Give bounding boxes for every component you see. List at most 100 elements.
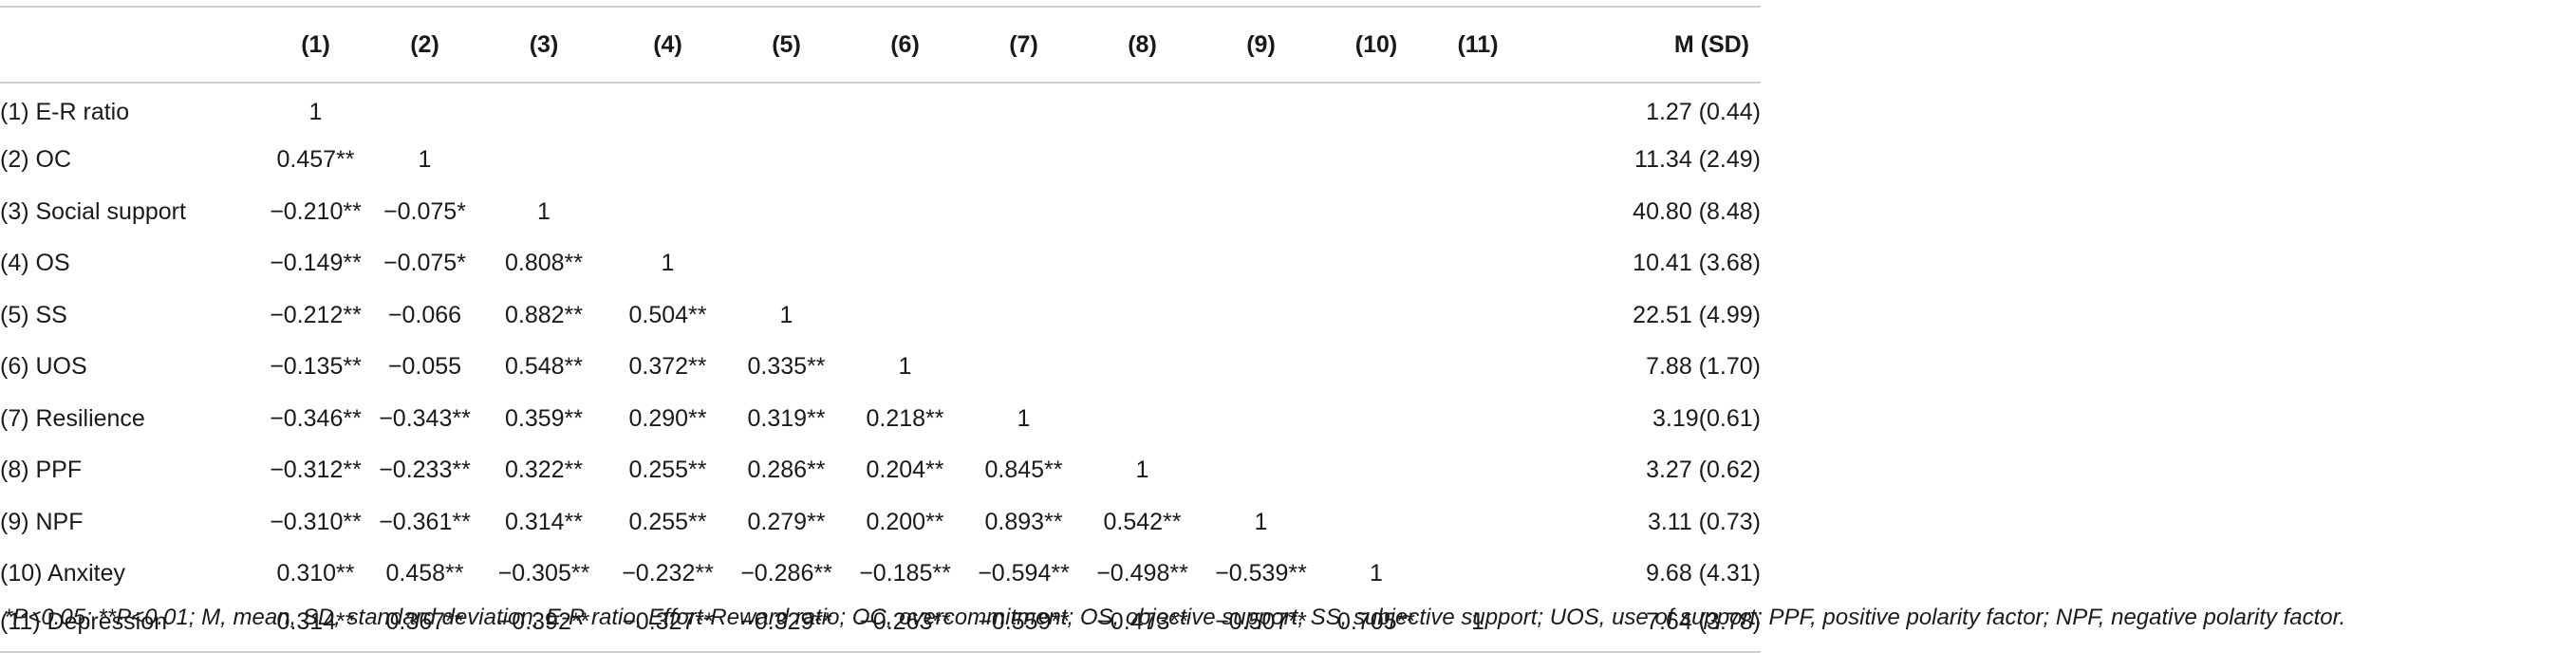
table-cell <box>964 238 1083 290</box>
table-cell <box>1083 135 1202 187</box>
row-label: (1) E-R ratio <box>0 99 130 126</box>
table-cell <box>846 83 964 135</box>
table-cell <box>608 186 727 238</box>
table-cell: 1 <box>1254 508 1268 535</box>
table-cell: 0.504** <box>628 301 707 328</box>
header-cell-5: (5) <box>727 6 846 84</box>
table-cell <box>1202 445 1320 497</box>
table-row: (4) OS −0.149** −0.075* 0.808** 1 10.41 (3.68… <box>0 238 2576 290</box>
table-cell: 0.255** <box>628 508 707 535</box>
table-cell: 1 <box>1432 600 1523 653</box>
table-cell: −0.232** <box>622 560 714 587</box>
table-cell <box>727 135 846 187</box>
table-cell <box>1202 393 1320 445</box>
table-cell: 0.314** <box>261 600 370 653</box>
table-cell <box>1320 135 1432 187</box>
table-cell <box>1432 186 1523 238</box>
table-cell <box>1432 549 1523 601</box>
header-cell-4: (4) <box>608 6 727 84</box>
table-cell: 1 <box>418 146 432 174</box>
table-cell: −0.498** <box>1096 560 1188 587</box>
row-label: (9) NPF <box>0 508 84 535</box>
table-row: (2) OC 0.457** 1 11.34 (2.49) <box>0 135 2576 187</box>
row-label: (5) SS <box>0 301 67 328</box>
table-cell <box>1083 186 1202 238</box>
table-cell <box>846 135 964 187</box>
table-cell <box>846 186 964 238</box>
msd-cell: 7.88 (1.70) <box>1646 353 1761 381</box>
table-cell <box>964 135 1083 187</box>
msd-cell: 7.64 (3.78) <box>1523 600 1761 653</box>
table-cell <box>1202 83 1320 135</box>
table-cell <box>1083 238 1202 290</box>
table-cell <box>608 135 727 187</box>
table-header: (1) (2) (3) (4) (5) (6) (7) (8) (9) (10) (11) M (SD… <box>0 6 2576 84</box>
table-cell: 0.458** <box>385 560 464 587</box>
table-cell: 1 <box>661 250 675 277</box>
table-cell: 0.705** <box>1320 600 1432 653</box>
header-cell-10: (10) <box>1320 6 1432 84</box>
table-cell: 0.322** <box>504 457 584 484</box>
table-cell: −0.473** <box>1083 600 1202 653</box>
row-label: (7) Resilience <box>0 404 145 432</box>
table-row: (6) UOS −0.135** −0.055 0.548** 0.372** 0.335… <box>0 342 2576 394</box>
table-cell: −0.507** <box>1202 600 1320 653</box>
row-label: (4) OS <box>0 250 70 277</box>
table-cell: 0.372** <box>628 353 707 381</box>
table-row: (11) Depression 0.314** 0.367** −0.392** −0.… <box>0 600 2576 653</box>
header-cell-6: (6) <box>846 6 964 84</box>
table-cell <box>1083 83 1202 135</box>
table-cell: 1 <box>537 197 551 225</box>
table-cell: −0.392** <box>479 600 608 653</box>
table-cell <box>1083 393 1202 445</box>
table-cell <box>846 289 964 342</box>
row-label: (3) Social support <box>0 197 186 225</box>
table-cell <box>1083 342 1202 394</box>
table-cell: −0.075* <box>383 250 466 277</box>
header-cell-11: (11) <box>1432 6 1523 84</box>
msd-cell: 10.41 (3.68) <box>1633 250 1761 277</box>
table-cell <box>1432 496 1523 549</box>
table-cell: 0.310** <box>276 560 355 587</box>
table-cell: −0.233** <box>379 457 471 484</box>
table-row: (8) PPF −0.312** −0.233** 0.322** 0.255** 0.2… <box>0 445 2576 497</box>
table-cell: 0.893** <box>984 508 1063 535</box>
table-cell: 0.542** <box>1103 508 1182 535</box>
table-cell: −0.312** <box>270 457 362 484</box>
table-cell <box>1432 83 1523 135</box>
table-row: (1) E-R ratio 1 1.27 (0.44) <box>0 83 2576 135</box>
table-cell <box>1202 186 1320 238</box>
header-cell-1: (1) <box>261 6 370 84</box>
table-cell <box>1320 289 1432 342</box>
table-cell <box>1202 135 1320 187</box>
table-cell <box>1083 289 1202 342</box>
msd-cell: 1.27 (0.44) <box>1646 99 1761 126</box>
msd-cell: 40.80 (8.48) <box>1633 197 1761 225</box>
table-cell: −0.149** <box>270 250 362 277</box>
table-cell <box>370 83 479 135</box>
msd-cell: 9.68 (4.31) <box>1646 560 1761 587</box>
header-cell-variable <box>0 6 261 84</box>
msd-cell: 3.27 (0.62) <box>1646 457 1761 484</box>
table-cell: −0.305** <box>497 560 590 587</box>
table-cell <box>1432 135 1523 187</box>
header-cell-9: (9) <box>1202 6 1320 84</box>
table-cell <box>964 289 1083 342</box>
msd-cell: 3.11 (0.73) <box>1647 508 1761 535</box>
row-label: (6) UOS <box>0 353 87 381</box>
msd-cell: 3.19(0.61) <box>1652 404 1761 432</box>
table-row: (9) NPF −0.310** −0.361** 0.314** 0.255** 0.2… <box>0 496 2576 549</box>
table-cell: −0.286** <box>740 560 832 587</box>
table-cell: 0.335** <box>747 353 826 381</box>
table-cell <box>1320 496 1432 549</box>
table-cell <box>1320 83 1432 135</box>
table-cell: 0.359** <box>504 404 584 432</box>
table-cell <box>1432 393 1523 445</box>
table-cell: −0.594** <box>978 560 1070 587</box>
table-cell: 0.367** <box>370 600 479 653</box>
table-cell <box>1202 238 1320 290</box>
header-cell-8: (8) <box>1083 6 1202 84</box>
table-cell: −0.055 <box>387 353 462 381</box>
table-cell: 0.882** <box>504 301 584 328</box>
table-cell: −0.135** <box>270 353 362 381</box>
